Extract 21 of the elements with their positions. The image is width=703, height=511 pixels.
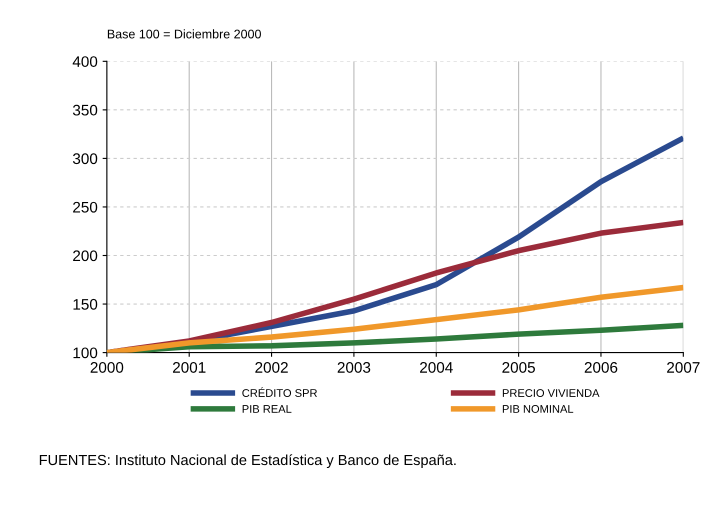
y-tick-label: 300	[72, 153, 98, 164]
y-tick-label: 200	[73, 250, 98, 262]
chart-title: Base 100 = Diciembre 2000	[108, 29, 261, 38]
x-tick-label: 2004	[420, 362, 453, 373]
source-note: FUENTES: Instituto Nacional de Estadística y Banco de España.	[40, 454, 456, 468]
legend-label: PIB REAL	[242, 405, 292, 413]
legend-label: PIB NOMINAL	[502, 405, 574, 413]
x-tick-label: 2005	[502, 362, 535, 373]
x-tick-label: 2003	[338, 362, 370, 373]
y-tick-label: 100	[74, 347, 98, 358]
x-tick-label: 2001	[172, 362, 206, 373]
x-tick-label: 2000	[90, 362, 124, 373]
x-tick-label: 2006	[584, 362, 618, 373]
y-tick-label: 150	[74, 298, 98, 310]
legend-label: PRECIO VIVIENDA	[502, 389, 600, 397]
x-tick-label: 2007	[667, 362, 700, 373]
legend-label: CRÉDITO SPR	[242, 387, 317, 397]
x-tick-label: 2002	[255, 362, 288, 373]
y-tick-label: 400	[72, 56, 98, 68]
y-tick-label: 250	[73, 202, 98, 213]
y-tick-label: 350	[72, 104, 98, 116]
